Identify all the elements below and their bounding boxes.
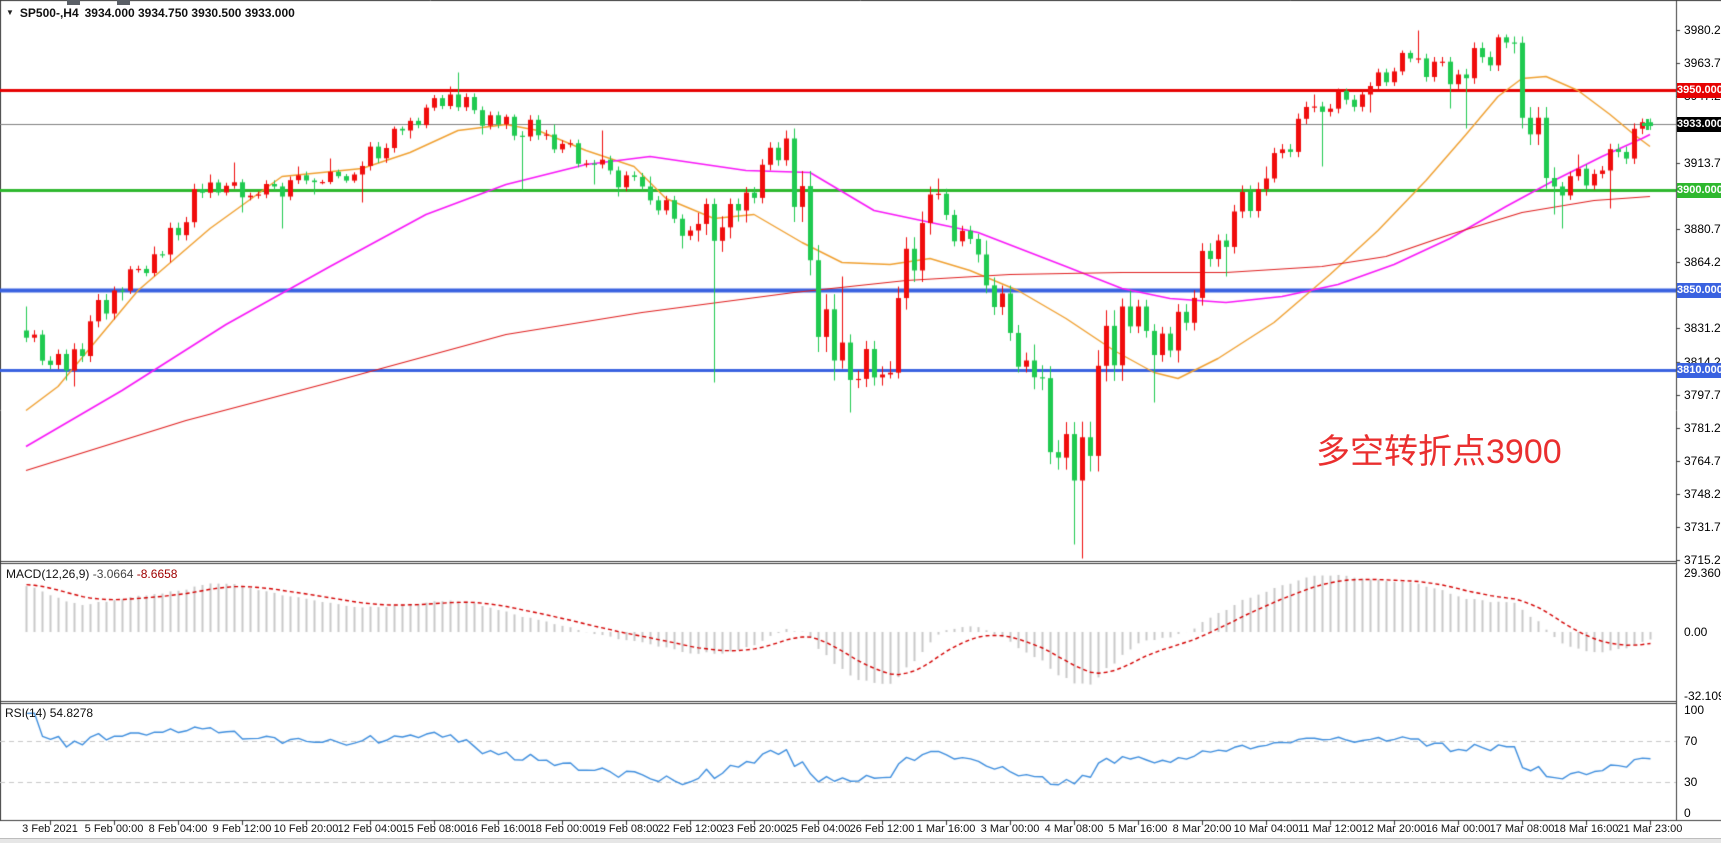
time-axis-label: 17 Mar 08:00 [1489, 823, 1555, 835]
macd-indicator-name: MACD(12,26,9) [6, 567, 90, 581]
macd-pane-label: MACD(12,26,9) -3.0664 -8.6658 [6, 567, 177, 581]
time-axis-label: 25 Feb 04:00 [785, 823, 851, 835]
macd-axis-tick: 29.3605 [1684, 566, 1721, 581]
window-artifact [67, 0, 80, 5]
price-axis-tick: 3831.250 [1684, 321, 1721, 335]
rsi-axis-tick: 100 [1684, 703, 1705, 717]
chevron-down-icon[interactable]: ▼ [6, 8, 14, 17]
time-axis-label: 9 Feb 12:00 [212, 823, 272, 835]
price-axis-tick: 3963.750 [1684, 56, 1721, 70]
time-axis-label: 3 Feb 2021 [22, 823, 78, 835]
time-axis-label: 4 Mar 08:00 [1044, 823, 1104, 835]
rsi-pane-label: RSI(14) 54.8278 [5, 706, 93, 720]
rsi-axis-tick: 0 [1684, 806, 1691, 820]
price-axis-tick: 3880.750 [1684, 222, 1721, 236]
time-axis-label: 10 Feb 20:00 [273, 823, 339, 835]
time-axis-label: 23 Feb 20:00 [721, 823, 787, 835]
time-axis-label: 15 Feb 08:00 [401, 823, 467, 835]
price-axis-tick: 3864.250 [1684, 255, 1721, 269]
macd-axis-tick: -32.1096 [1684, 689, 1721, 704]
time-axis-label: 16 Feb 16:00 [465, 823, 531, 835]
symbol-title: SP500-,H4 [19, 6, 79, 20]
price-level-badge: 3850.000 [1677, 283, 1721, 298]
time-axis-label: 5 Mar 16:00 [1108, 823, 1168, 835]
time-axis-label: 18 Mar 16:00 [1553, 823, 1619, 835]
price-level-badge: 3933.000 [1677, 117, 1721, 132]
time-axis-label: 26 Feb 12:00 [849, 823, 915, 835]
bottom-scrollbar-strip[interactable] [0, 838, 1721, 843]
time-axis-label: 12 Mar 20:00 [1361, 823, 1427, 835]
price-level-badge: 3900.000 [1677, 183, 1721, 198]
price-axis-tick: 3731.750 [1684, 520, 1721, 534]
rsi-value: 54.8278 [49, 706, 94, 720]
time-axis-label: 8 Mar 20:00 [1172, 823, 1232, 835]
price-axis-tick: 3797.750 [1684, 388, 1721, 402]
price-level-badge: 3950.000 [1677, 83, 1721, 98]
price-axis-tick: 3913.750 [1684, 156, 1721, 170]
time-axis-label: 16 Mar 00:00 [1425, 823, 1491, 835]
macd-signal-value: -8.6658 [136, 567, 178, 581]
price-level-badge: 3810.000 [1677, 363, 1721, 378]
symbol-ohlc-values: 3934.000 3934.750 3930.500 3933.000 [84, 6, 295, 20]
time-axis-label: 22 Feb 12:00 [657, 823, 723, 835]
time-axis-label: 12 Feb 04:00 [337, 823, 403, 835]
time-axis-label: 1 Mar 16:00 [916, 823, 976, 835]
symbol-header[interactable]: ▼ SP500-,H4 3934.000 3934.750 3930.500 3… [6, 6, 295, 20]
time-axis-label: 21 Mar 23:00 [1617, 823, 1683, 835]
rsi-axis-tick: 70 [1684, 733, 1698, 748]
time-axis-label: 10 Mar 04:00 [1233, 823, 1299, 835]
price-axis-tick: 3748.250 [1684, 487, 1721, 501]
time-axis-label: 3 Mar 00:00 [980, 823, 1040, 835]
time-axis-label: 5 Feb 00:00 [84, 823, 144, 835]
price-axis-tick: 3764.750 [1684, 454, 1721, 468]
time-axis-label: 19 Feb 08:00 [593, 823, 659, 835]
rsi-axis-tick: 30 [1684, 775, 1698, 790]
window-artifact [117, 0, 130, 5]
price-axis-tick: 3980.250 [1684, 23, 1721, 37]
macd-main-value: -3.0664 [92, 567, 134, 581]
price-axis-tick: 3781.250 [1684, 421, 1721, 435]
annotation-text: 多空转折点3900 [1316, 433, 1562, 471]
price-axis-tick: 3715.250 [1684, 553, 1721, 567]
time-axis-label: 8 Feb 04:00 [148, 823, 208, 835]
time-axis-label: 18 Feb 00:00 [529, 823, 595, 835]
time-axis-label: 11 Mar 12:00 [1297, 823, 1363, 835]
rsi-indicator-name: RSI(14) [5, 706, 47, 720]
macd-axis-tick: 0.00 [1684, 625, 1708, 639]
